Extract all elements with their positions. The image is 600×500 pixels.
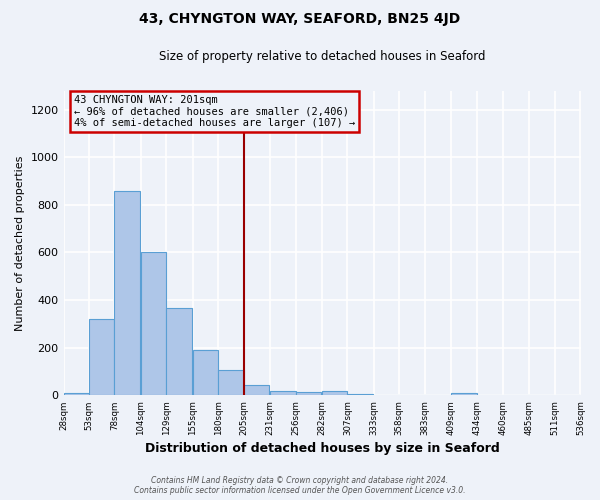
Bar: [296, 392, 321, 396]
Bar: [141, 252, 166, 396]
Y-axis label: Number of detached properties: Number of detached properties: [15, 155, 25, 330]
Bar: [218, 370, 244, 396]
Bar: [244, 384, 269, 396]
X-axis label: Distribution of detached houses by size in Seaford: Distribution of detached houses by size …: [145, 442, 499, 455]
Text: 43, CHYNGTON WAY, SEAFORD, BN25 4JD: 43, CHYNGTON WAY, SEAFORD, BN25 4JD: [139, 12, 461, 26]
Bar: [166, 308, 192, 396]
Bar: [89, 319, 115, 396]
Bar: [64, 393, 89, 396]
Bar: [193, 350, 218, 396]
Text: 43 CHYNGTON WAY: 201sqm
← 96% of detached houses are smaller (2,406)
4% of semi-: 43 CHYNGTON WAY: 201sqm ← 96% of detache…: [74, 95, 355, 128]
Bar: [270, 390, 296, 396]
Bar: [347, 394, 373, 396]
Text: Contains HM Land Registry data © Crown copyright and database right 2024.
Contai: Contains HM Land Registry data © Crown c…: [134, 476, 466, 495]
Bar: [322, 390, 347, 396]
Bar: [451, 393, 477, 396]
Bar: [115, 190, 140, 396]
Title: Size of property relative to detached houses in Seaford: Size of property relative to detached ho…: [159, 50, 485, 63]
